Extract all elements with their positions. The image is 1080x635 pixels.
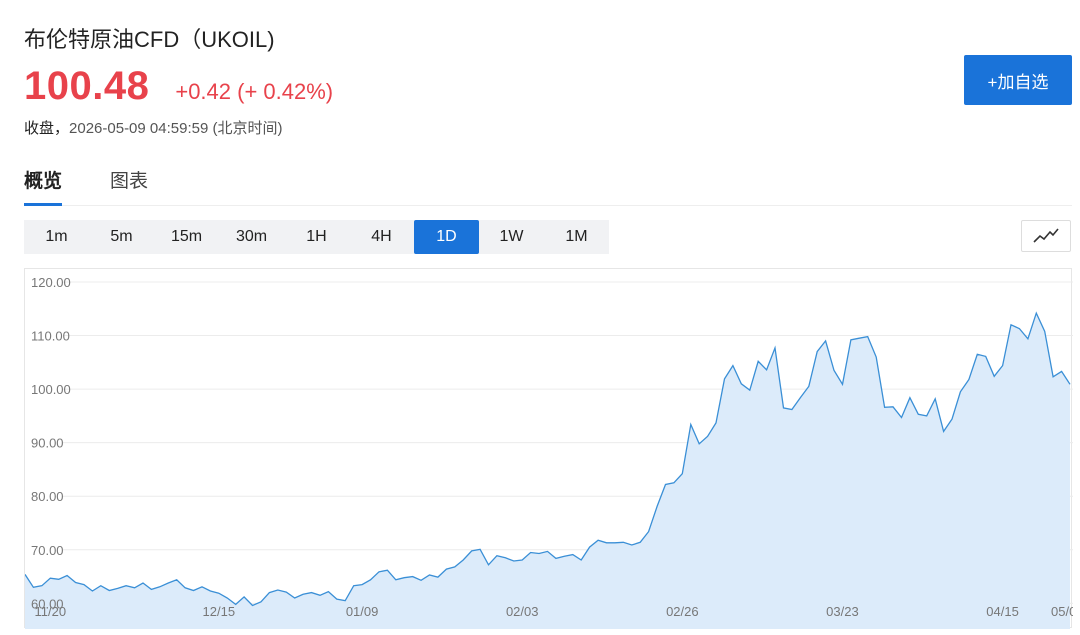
timezone-label: (北京时间) — [212, 120, 283, 137]
y-tick-label: 100.00 — [31, 382, 71, 397]
market-status: 收盘， — [24, 120, 70, 137]
interval-15m[interactable]: 15m — [170, 228, 203, 245]
x-tick-label: 12/15 — [203, 604, 236, 619]
tab-chart[interactable]: 图表 — [110, 171, 149, 192]
interval-1h[interactable]: 1H — [306, 228, 327, 245]
interval-1w[interactable]: 1W — [499, 228, 524, 245]
line-chart-icon — [1033, 228, 1059, 243]
add-to-watchlist-button[interactable]: +加自选 — [964, 55, 1072, 105]
x-tick-label: 03/23 — [826, 604, 859, 619]
interval-1mo[interactable]: 1M — [565, 228, 588, 245]
close-info: 收盘，2026-05-09 04:59:59 (北京时间) — [24, 117, 282, 138]
chart-type-button[interactable] — [1021, 220, 1071, 252]
y-tick-label: 120.00 — [31, 275, 71, 290]
y-tick-label: 90.00 — [31, 436, 64, 451]
current-price: 100.48 — [24, 64, 150, 108]
x-tick-label: 02/26 — [666, 604, 699, 619]
price-line — [25, 311, 1071, 607]
x-tick-label: 11/20 — [34, 604, 66, 619]
price-chart[interactable]: 120.00 110.00 100.00 90.00 80.00 70.00 60.00 11… — [24, 268, 1073, 629]
price-area — [25, 313, 1070, 629]
interval-5m[interactable]: 5m — [110, 228, 133, 245]
y-tick-label: 60.00 — [31, 596, 64, 611]
instrument-title: 布伦特原油CFD（UKOIL) — [24, 27, 275, 52]
y-tick-label: 80.00 — [31, 489, 64, 504]
x-tick-label: 02/03 — [506, 604, 539, 619]
price-chart-svg: 120.00 110.00 100.00 90.00 80.00 70.00 60.0011… — [25, 275, 1073, 629]
y-tick-label: 110.00 — [31, 329, 70, 344]
interval-1d[interactable]: 1D — [414, 220, 479, 254]
interval-4h[interactable]: 4H — [371, 228, 392, 245]
interval-selector: 1m 5m 15m 30m 1H 4H 1D 1W 1M — [24, 220, 609, 254]
tab-overview[interactable]: 概览 — [24, 166, 63, 206]
interval-1m[interactable]: 1m — [45, 228, 68, 245]
x-tick-label: 05/0 — [1051, 604, 1073, 619]
close-timestamp: 2026-05-09 04:59:59 — [69, 120, 209, 137]
y-tick-label: 70.00 — [31, 543, 64, 558]
price-row: 100.48 +0.42 (+ 0.42%) — [24, 64, 333, 109]
x-tick-label: 01/09 — [346, 604, 379, 619]
price-change: +0.42 (+ 0.42%) — [175, 79, 334, 104]
interval-30m[interactable]: 30m — [235, 228, 268, 245]
x-tick-label: 04/15 — [986, 604, 1019, 619]
tab-bar: 概览 图表 — [24, 166, 1072, 206]
